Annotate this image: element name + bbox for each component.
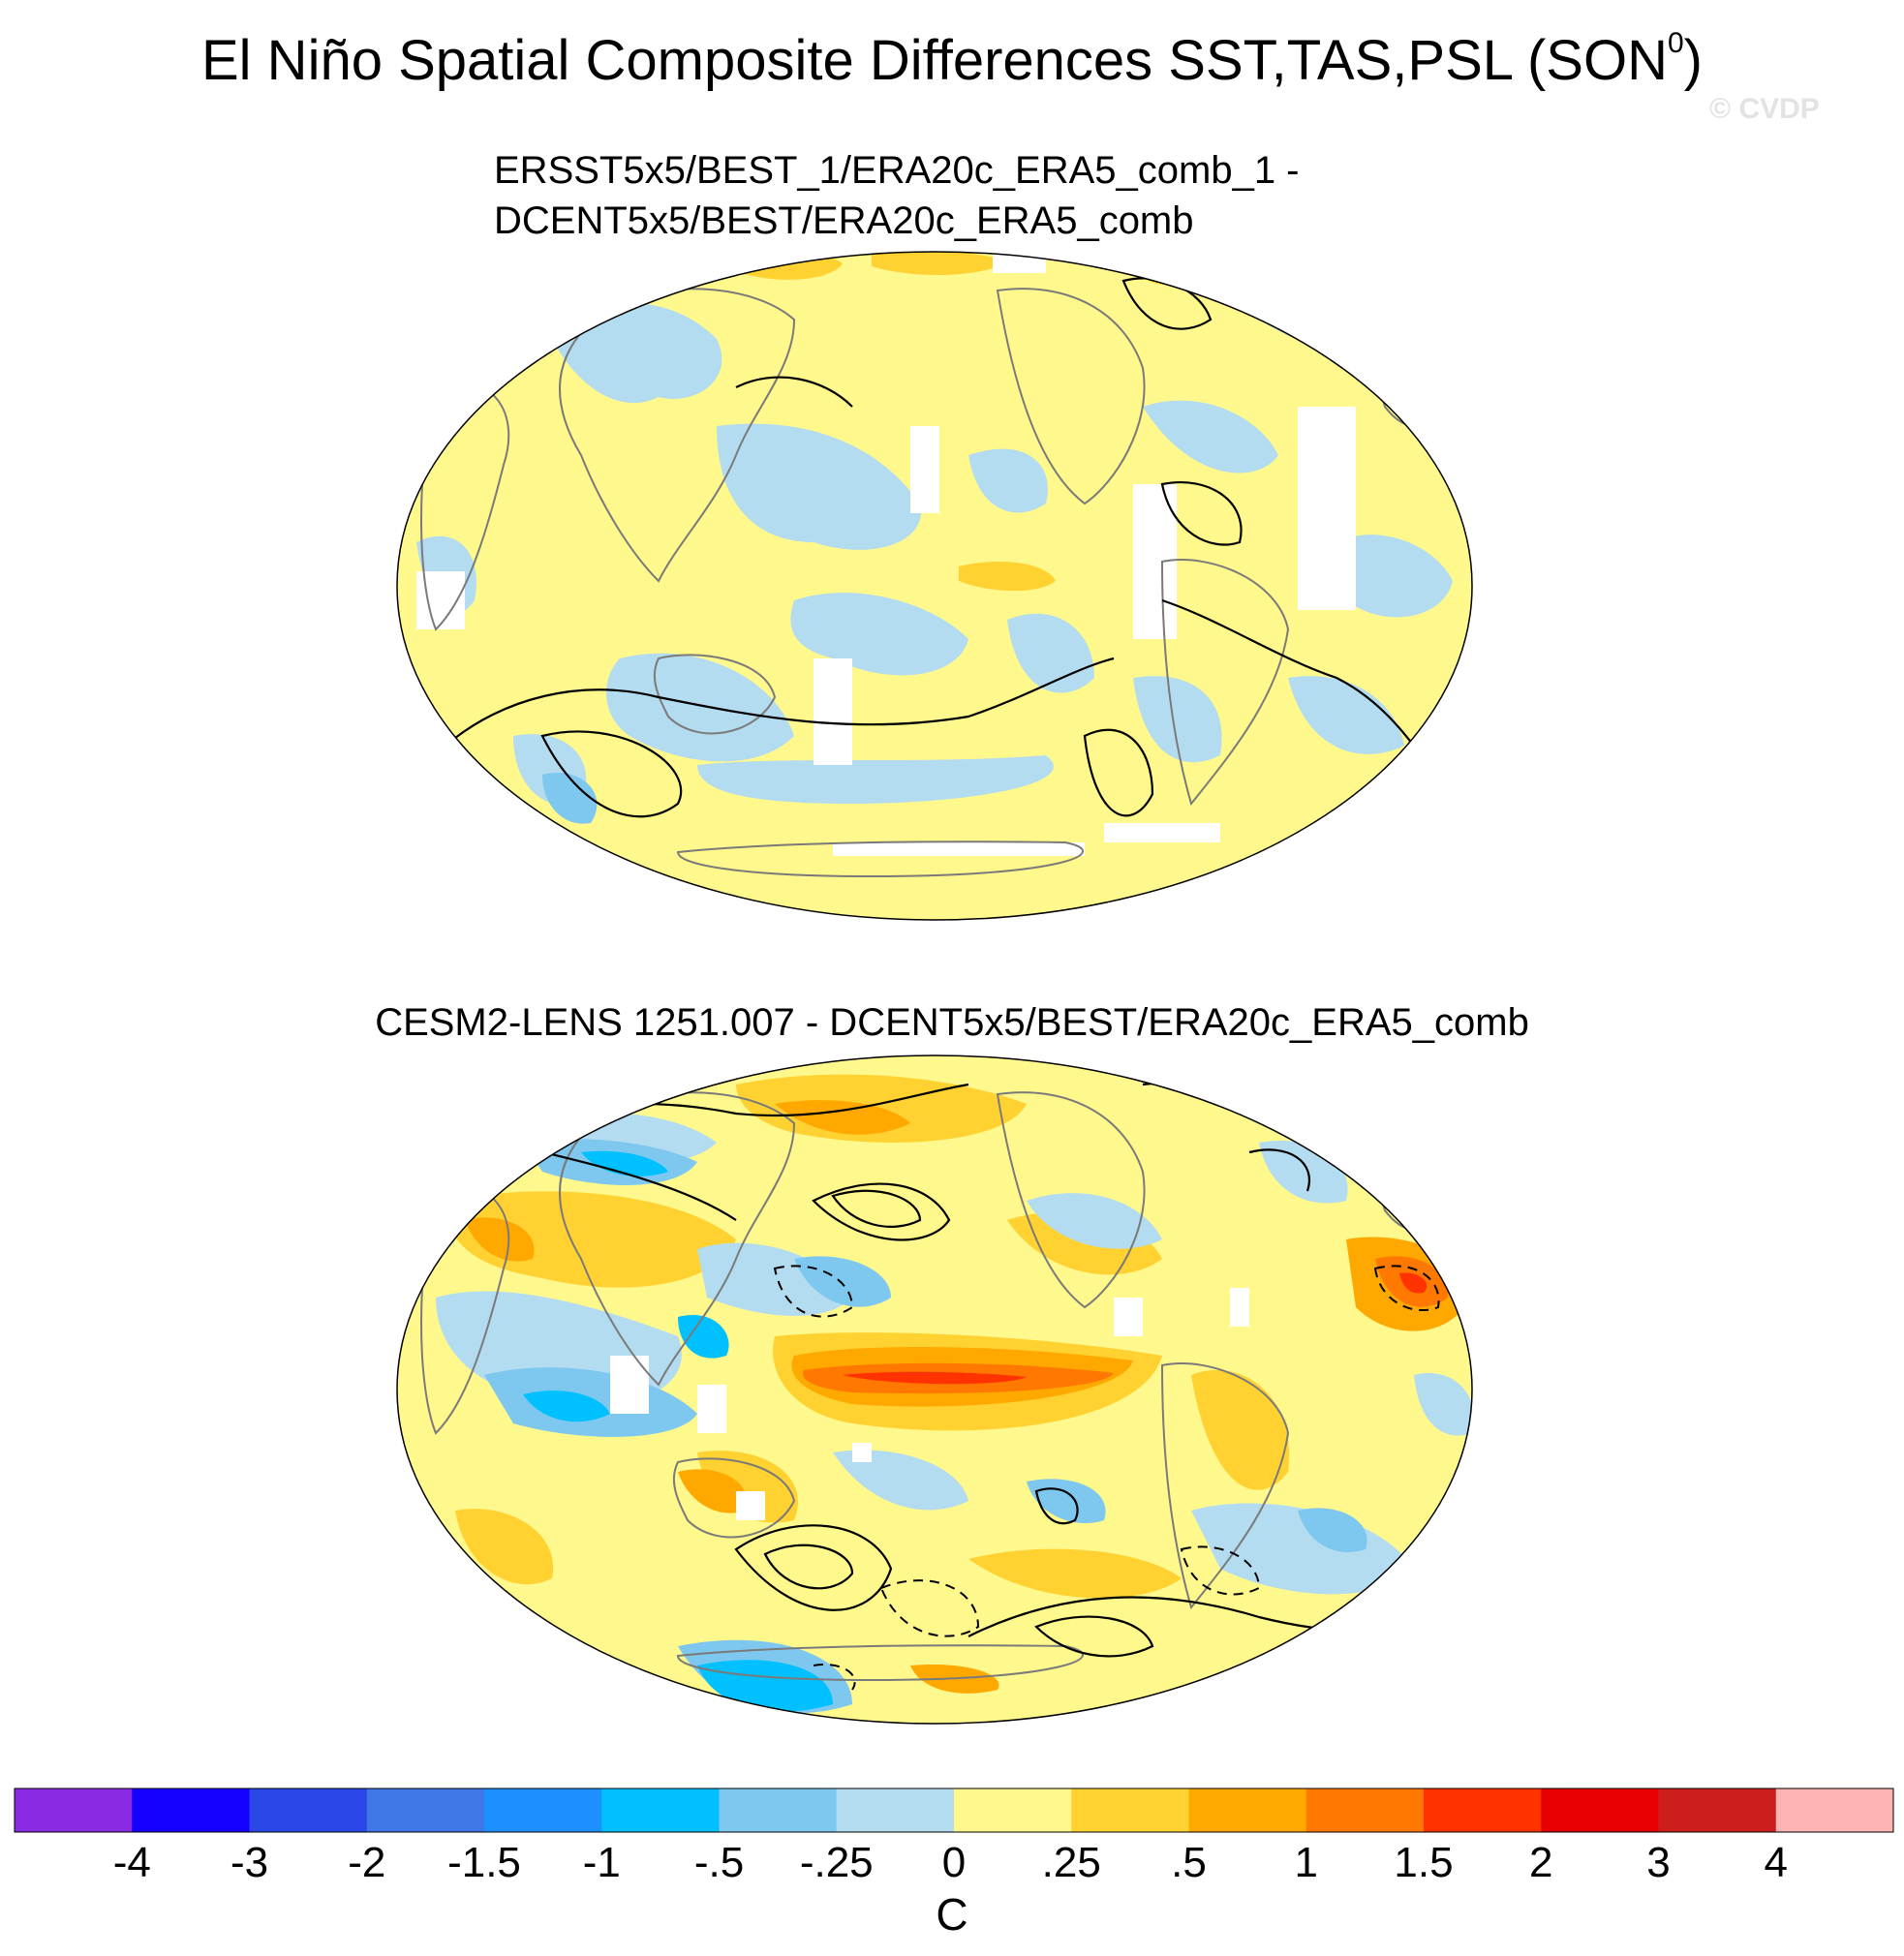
colorbar-tick-label: -.5 bbox=[694, 1839, 744, 1886]
panel2-map-border bbox=[396, 1054, 1473, 1725]
colorbar-swatch bbox=[601, 1788, 720, 1832]
colorbar-swatch bbox=[15, 1788, 133, 1832]
panel2-title: CESM2-LENS 1251.007 - DCENT5x5/BEST/ERA2… bbox=[375, 1001, 1529, 1044]
watermark: © CVDP bbox=[1709, 93, 1820, 125]
colorbar-tick-label: -3 bbox=[230, 1839, 268, 1886]
panel1-title: ERSST5x5/BEST_1/ERA20c_ERA5_comb_1 - DCE… bbox=[494, 145, 1300, 246]
colorbar-swatch bbox=[1071, 1788, 1189, 1832]
colorbar-swatch bbox=[249, 1788, 368, 1832]
colorbar-tick-label: .25 bbox=[1042, 1839, 1101, 1886]
colorbar-tick-label: 1.5 bbox=[1394, 1839, 1453, 1886]
colorbar-tick-label: 1 bbox=[1295, 1839, 1318, 1886]
colorbar-tick-label: .5 bbox=[1171, 1839, 1207, 1886]
panel2-psl-contours-negative bbox=[773, 1265, 1440, 1691]
colorbar-swatch bbox=[1775, 1788, 1894, 1832]
colorbar-swatch bbox=[954, 1788, 1072, 1832]
colorbar-ticks: -4 -3 -2 -1.5 -1 -.5 -.25 0 .25 .5 1 1.5 2 3 4 bbox=[113, 1839, 1788, 1886]
colorbar-swatch bbox=[719, 1788, 838, 1832]
colorbar-swatch bbox=[1305, 1788, 1425, 1832]
colorbar-tick-label: 0 bbox=[942, 1839, 966, 1886]
colorbar-swatch bbox=[132, 1788, 250, 1832]
colorbar-tick-label: 3 bbox=[1646, 1839, 1670, 1886]
colorbar-swatch bbox=[1424, 1788, 1542, 1832]
colorbar-tick-label: 2 bbox=[1529, 1839, 1552, 1886]
colorbar-tick-label: -2 bbox=[348, 1839, 385, 1886]
colorbar bbox=[14, 1788, 1894, 1833]
panel2-missing-data bbox=[610, 1288, 1249, 1520]
panel1-missing-data bbox=[416, 252, 1356, 856]
colorbar-swatch bbox=[836, 1788, 955, 1832]
panel1-title-line1: ERSST5x5/BEST_1/ERA20c_ERA5_comb_1 - bbox=[494, 149, 1300, 192]
panel2-hottest bbox=[843, 1272, 1428, 1385]
colorbar-tick-label: -4 bbox=[113, 1839, 151, 1886]
panel1-map-border bbox=[396, 251, 1473, 921]
colorbar-tick-label: -.25 bbox=[800, 1839, 874, 1886]
colorbar-tick-label: 4 bbox=[1765, 1839, 1788, 1886]
colorbar-unit: C bbox=[936, 1889, 968, 1940]
colorbar-swatch bbox=[1541, 1788, 1659, 1832]
colorbar-swatch bbox=[1658, 1788, 1777, 1832]
panel1-title-line2: DCENT5x5/BEST/ERA20c_ERA5_comb bbox=[494, 199, 1194, 242]
colorbar-swatch bbox=[366, 1788, 485, 1832]
colorbar-swatch bbox=[484, 1788, 602, 1832]
chart-title: El Niño Spatial Composite Differences SS… bbox=[201, 27, 1703, 92]
colorbar-tick-label: -1.5 bbox=[447, 1839, 521, 1886]
panel1-map bbox=[397, 252, 1472, 920]
colorbar-swatch bbox=[1188, 1788, 1307, 1832]
colorbar-border bbox=[14, 1788, 1894, 1833]
colorbar-tick-label: -1 bbox=[583, 1839, 621, 1886]
panel2-map bbox=[397, 1055, 1472, 1724]
